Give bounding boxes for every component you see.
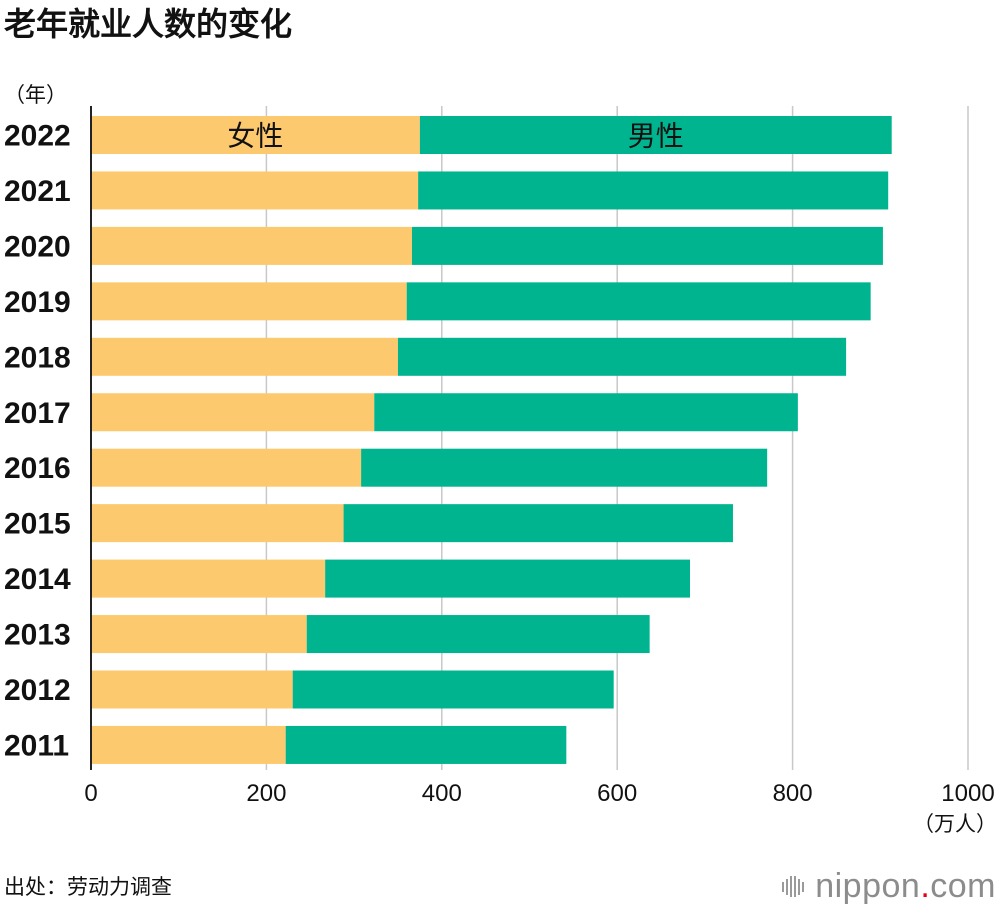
y-tick-label-2011: 2011 <box>4 729 69 762</box>
bar-female-2012 <box>91 670 293 709</box>
chart-title: 老年就业人数的变化 <box>4 6 293 42</box>
x-tick-label-400: 400 <box>422 780 462 807</box>
bar-female-2013 <box>91 615 307 654</box>
x-tick-label-1000: 1000 <box>941 780 994 807</box>
y-tick-label-2012: 2012 <box>4 674 71 707</box>
x-tick-label-0: 0 <box>84 780 97 807</box>
y-tick-label-2013: 2013 <box>4 619 71 652</box>
y-tick-label-2018: 2018 <box>4 341 71 374</box>
bar-female-2021 <box>91 171 419 210</box>
y-tick-label-2017: 2017 <box>4 397 71 430</box>
bar-male-2013 <box>306 615 650 654</box>
y-tick-label-2020: 2020 <box>4 230 71 263</box>
bar-male-2018 <box>397 337 847 376</box>
y-tick-label-2019: 2019 <box>4 286 71 319</box>
bar-male-2021 <box>418 171 889 210</box>
bar-female-2015 <box>91 504 344 543</box>
bar-female-2016 <box>91 448 362 487</box>
bar-male-2022 <box>419 116 892 154</box>
logo-tail-text: com <box>930 867 996 905</box>
bar-female-2022 <box>91 116 420 154</box>
nippon-logo: nippon.com <box>781 866 996 906</box>
bar-male-2020 <box>411 226 883 265</box>
logo-dot: . <box>920 867 931 905</box>
bar-female-2017 <box>91 393 375 432</box>
bar-female-2019 <box>91 282 407 321</box>
bar-female-2014 <box>91 559 326 598</box>
bar-male-2011 <box>285 725 567 764</box>
y-tick-label-2015: 2015 <box>4 508 71 541</box>
y-tick-label-2021: 2021 <box>4 175 71 208</box>
logo-main-text: nippon <box>815 867 921 905</box>
legend-label-female: 女性 <box>227 121 283 152</box>
bar-male-2014 <box>325 559 690 598</box>
bar-female-2020 <box>91 226 412 265</box>
bar-male-2012 <box>292 670 614 709</box>
y-axis-title: （年） <box>4 84 67 107</box>
bar-male-2017 <box>374 393 798 432</box>
bar-male-2015 <box>343 504 733 543</box>
bar-female-2018 <box>91 337 398 376</box>
legend-label-male: 男性 <box>628 121 684 152</box>
y-tick-label-2016: 2016 <box>4 452 71 485</box>
bar-male-2016 <box>361 448 768 487</box>
logo-wordmark: nippon.com <box>815 866 996 906</box>
y-tick-label-2014: 2014 <box>4 563 71 596</box>
x-tick-label-200: 200 <box>246 780 286 807</box>
x-axis-title: （万人） <box>913 813 997 836</box>
x-tick-label-800: 800 <box>773 780 813 807</box>
bar-male-2019 <box>406 282 871 321</box>
barcode-icon <box>782 876 805 897</box>
source-note: 出处：劳动力调查 <box>4 876 172 899</box>
x-tick-label-600: 600 <box>597 780 637 807</box>
bar-female-2011 <box>91 725 286 764</box>
y-tick-label-2022: 2022 <box>4 120 71 153</box>
